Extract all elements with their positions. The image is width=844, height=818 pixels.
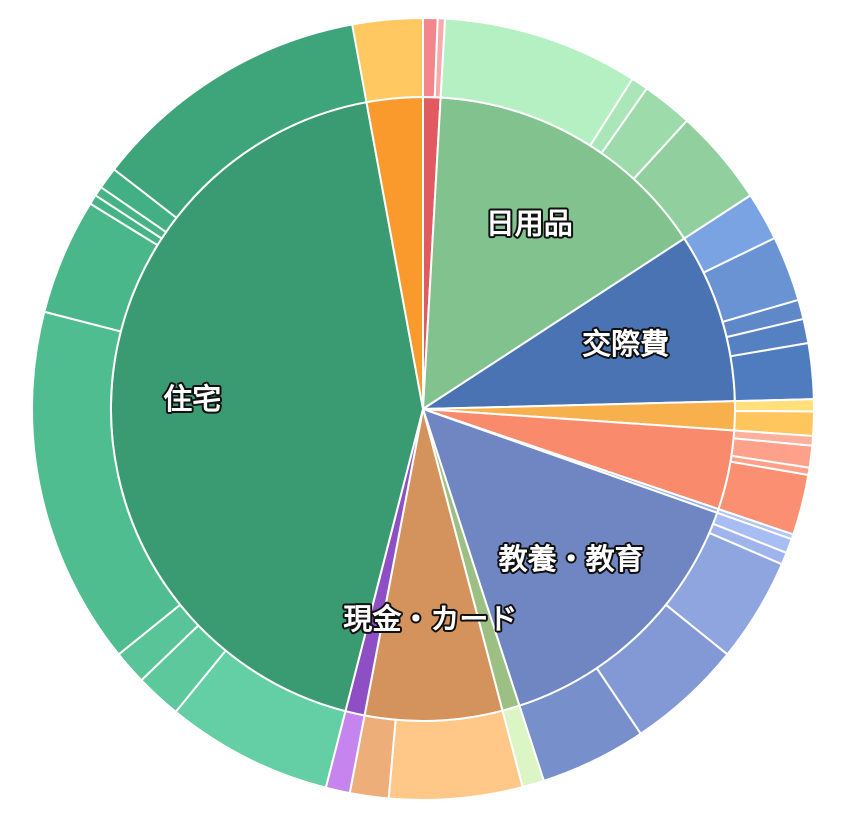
slice-label-category-8: 現金・カード xyxy=(343,602,517,636)
slice-label-category-10: 住宅 xyxy=(163,382,221,416)
outer-slice-3-0[interactable] xyxy=(733,398,815,413)
outer-ring xyxy=(31,16,815,801)
slice-label-category-1: 日用品 xyxy=(486,206,573,240)
outer-slice-11-0[interactable] xyxy=(350,16,424,104)
slice-label-category-6: 教養・教育 xyxy=(499,542,644,576)
inner-ring xyxy=(110,95,736,722)
slice-label-category-2: 交際費 xyxy=(582,327,669,361)
outer-slice-8-0[interactable] xyxy=(387,709,524,801)
